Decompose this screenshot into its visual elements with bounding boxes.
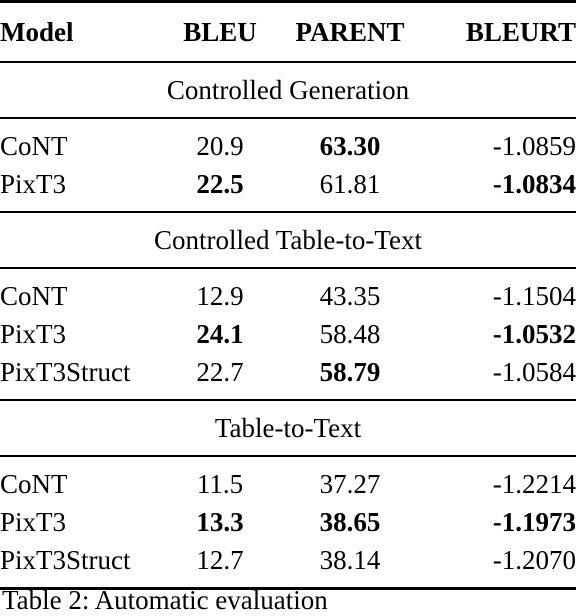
table-row: PixT3 22.5 61.81 -1.0834 (0, 165, 576, 212)
cell-model: PixT3 (0, 318, 67, 349)
section-title: Table-to-Text (214, 412, 362, 443)
cell-model: CoNT (0, 280, 68, 311)
cell-bleurt: -1.0532 (492, 318, 576, 349)
cell-bleu: 11.5 (196, 468, 244, 499)
cell-bleurt: -1.2070 (492, 544, 576, 575)
table-row: CoNT 11.5 37.27 -1.2214 (0, 456, 576, 503)
table-row: PixT3Struct 12.7 38.14 -1.2070 (0, 541, 576, 589)
cell-bleu: 12.7 (196, 544, 244, 575)
section-header-row: Table-to-Text (0, 400, 576, 456)
cell-parent: 58.48 (319, 318, 381, 349)
section-title: Controlled Table-to-Text (154, 224, 422, 255)
table-row: CoNT 20.9 63.30 -1.0859 (0, 118, 576, 165)
cell-bleurt: -1.1504 (492, 280, 576, 311)
header-bleurt: BLEURT (465, 16, 576, 47)
cell-parent: 61.81 (319, 168, 381, 199)
section-title: Controlled Generation (166, 74, 410, 105)
cell-model: PixT3 (0, 168, 67, 199)
cell-bleu: 20.9 (196, 130, 244, 161)
table-body: Controlled Generation CoNT 20.9 63.30 -1.085… (0, 62, 576, 589)
table-row: PixT3 13.3 38.65 -1.1973 (0, 503, 576, 541)
cell-parent: 63.30 (319, 130, 381, 161)
table-row: PixT3 24.1 58.48 -1.0532 (0, 315, 576, 353)
table-caption: Table 2: Automatic evaluation (2, 585, 328, 615)
table-row: PixT3Struct 22.7 58.79 -1.0584 (0, 353, 576, 400)
cell-bleu: 13.3 (196, 506, 244, 537)
cell-model: PixT3Struct (0, 544, 131, 575)
section-header-row: Controlled Table-to-Text (0, 212, 576, 268)
cell-bleurt: -1.2214 (492, 468, 576, 499)
cell-bleurt: -1.0584 (492, 356, 576, 387)
cell-model: CoNT (0, 468, 68, 499)
header-row: Model BLEU PARENT BLEURT (0, 1, 576, 63)
results-table: Model BLEU PARENT BLEURT Controlled Gene… (0, 1, 576, 589)
cell-bleu: 22.5 (196, 168, 244, 199)
header-parent: PARENT (295, 16, 405, 47)
header-bleu: BLEU (183, 16, 257, 47)
header-model: Model (0, 16, 74, 47)
cell-bleu: 12.9 (196, 280, 244, 311)
cell-bleu: 24.1 (196, 318, 244, 349)
cell-parent: 58.79 (319, 356, 381, 387)
cell-bleu: 22.7 (196, 356, 244, 387)
cell-bleurt: -1.0859 (492, 130, 576, 161)
table-row: CoNT 12.9 43.35 -1.1504 (0, 268, 576, 315)
cell-bleurt: -1.1973 (492, 506, 576, 537)
section-header-row: Controlled Generation (0, 62, 576, 118)
cell-model: PixT3Struct (0, 356, 131, 387)
cell-parent: 38.65 (319, 506, 381, 537)
cell-model: CoNT (0, 130, 68, 161)
cell-parent: 38.14 (319, 544, 381, 575)
cell-model: PixT3 (0, 506, 67, 537)
cell-parent: 43.35 (319, 280, 381, 311)
cell-parent: 37.27 (319, 468, 381, 499)
cell-bleurt: -1.0834 (492, 168, 576, 199)
